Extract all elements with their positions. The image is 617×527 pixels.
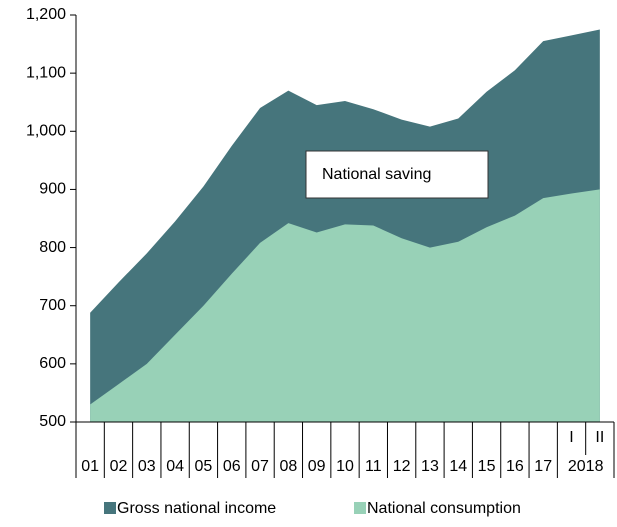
x-tick-label: 04	[166, 458, 184, 475]
x-tick-label: 09	[308, 458, 326, 475]
y-tick-label: 700	[39, 297, 66, 314]
legend-swatch	[104, 502, 116, 514]
y-tick-label: 900	[39, 181, 66, 198]
x-tick-label: I	[569, 429, 573, 446]
x-tick-label: 01	[81, 458, 99, 475]
x-tick-label: 13	[421, 458, 439, 475]
y-tick-label: 1,200	[26, 6, 66, 23]
y-tick-label: 800	[39, 239, 66, 256]
x-tick-label: 07	[251, 458, 269, 475]
x-group-label: 2018	[568, 458, 604, 475]
x-tick-label: 14	[449, 458, 467, 475]
annotation: National saving	[322, 166, 431, 183]
y-tick-label: 1,000	[26, 123, 66, 140]
x-tick-label: 02	[110, 458, 128, 475]
x-tick-label: 10	[336, 458, 354, 475]
legend-label: Gross national income	[117, 500, 276, 517]
x-tick-label: 15	[478, 458, 496, 475]
x-tick-label: 11	[365, 458, 382, 475]
x-tick-label: 17	[534, 458, 552, 475]
y-tick-label: 1,100	[26, 64, 66, 81]
y-tick-label: 500	[39, 413, 66, 430]
x-tick-label: 03	[138, 458, 156, 475]
legend-swatch	[354, 502, 366, 514]
y-tick-label: 600	[39, 355, 66, 372]
x-tick-label: II	[595, 429, 604, 446]
legend-label: National consumption	[367, 500, 521, 517]
x-tick-label: 16	[506, 458, 524, 475]
x-tick-label: 05	[195, 458, 213, 475]
area	[90, 189, 600, 422]
x-tick-label: 08	[279, 458, 297, 475]
annotation-box	[305, 150, 489, 199]
x-tick-label: 12	[393, 458, 411, 475]
x-tick-label: 06	[223, 458, 241, 475]
